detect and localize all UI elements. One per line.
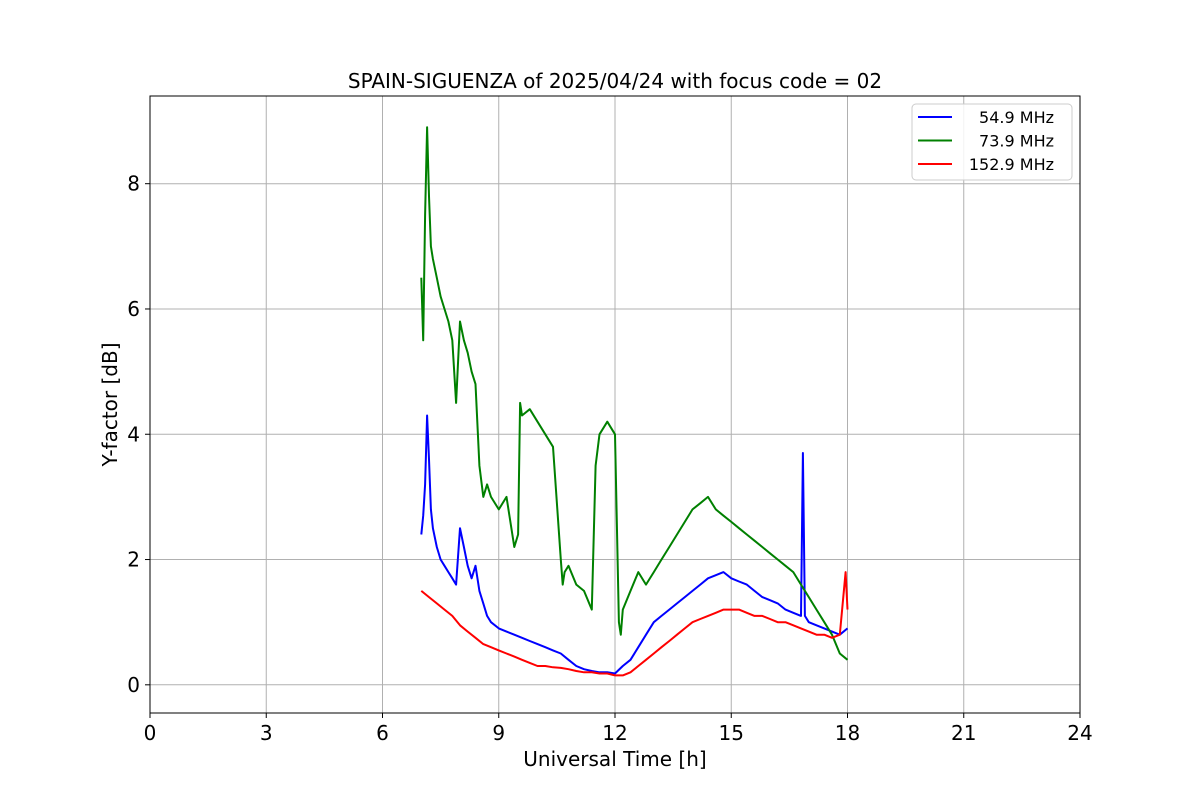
- legend: 54.9 MHz 73.9 MHz 152.9 MHz: [911, 103, 1073, 181]
- x-tick-label: 15: [719, 721, 744, 745]
- x-tick-label: 18: [835, 721, 860, 745]
- y-tick-label: 8: [127, 172, 140, 196]
- x-tick-label: 6: [376, 721, 389, 745]
- series-line-73-9-mhz: [420, 126, 849, 661]
- y-tick-label: 0: [127, 673, 140, 697]
- y-tick-label: 4: [127, 422, 140, 446]
- y-tick-label: 2: [127, 548, 140, 572]
- legend-label: 54.9 MHz: [979, 108, 1054, 127]
- x-tick-label: 0: [144, 721, 157, 745]
- x-tick-label: 12: [602, 721, 627, 745]
- x-tick-label: 3: [260, 721, 273, 745]
- x-tick-label: 21: [951, 721, 976, 745]
- legend-label: 73.9 MHz: [979, 132, 1054, 151]
- legend-label: 152.9 MHz: [969, 155, 1054, 174]
- series-line-152-9-mhz: [420, 571, 849, 677]
- y-axis-label: Y-factor [dB]: [98, 342, 122, 467]
- chart-title: SPAIN-SIGUENZA of 2025/04/24 with focus …: [348, 69, 882, 93]
- data-series: [420, 126, 849, 677]
- x-axis-label: Universal Time [h]: [523, 747, 706, 771]
- series-line-54-9-mhz: [420, 414, 849, 675]
- y-tick-label: 6: [127, 297, 140, 321]
- x-tick-label: 24: [1067, 721, 1092, 745]
- legend-box: [911, 103, 1073, 181]
- x-tick-label: 9: [492, 721, 505, 745]
